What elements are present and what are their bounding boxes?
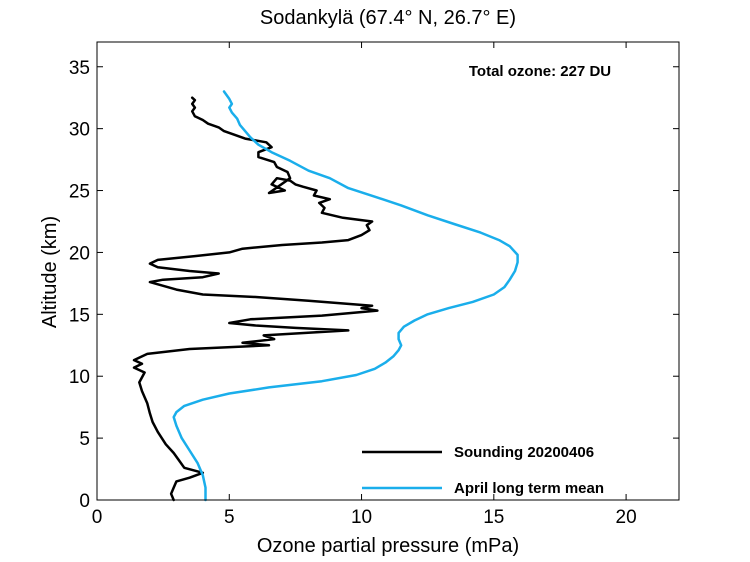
y-tick-label: 5 — [79, 429, 90, 450]
y-tick-label: 25 — [69, 182, 90, 203]
y-tick-label: 35 — [69, 58, 90, 79]
y-tick-label: 20 — [69, 243, 90, 264]
y-tick-label: 0 — [79, 491, 90, 512]
plot-area — [132, 90, 519, 502]
x-tick-label: 0 — [92, 507, 103, 528]
series-line-sounding — [132, 96, 379, 502]
legend: Sounding 20200406 April long term mean — [362, 444, 604, 497]
chart-title: Sodankylä (67.4° N, 26.7° E) — [260, 7, 516, 29]
x-tick-label: 15 — [483, 507, 504, 528]
plot-frame — [96, 41, 680, 501]
x-tick-label: 5 — [224, 507, 235, 528]
x-tick-label: 20 — [616, 507, 637, 528]
legend-label-sounding: Sounding 20200406 — [454, 444, 594, 461]
total-ozone-annotation: Total ozone: 227 DU — [469, 63, 611, 80]
x-axis-label: Ozone partial pressure (mPa) — [257, 535, 519, 557]
x-tick-label: 10 — [351, 507, 372, 528]
y-tick-label: 10 — [69, 367, 90, 388]
y-tick-label: 15 — [69, 305, 90, 326]
axes: 0 5 10 15 20 0 5 10 15 20 25 30 35 — [69, 41, 680, 528]
y-tick-label: 30 — [69, 120, 90, 141]
y-axis-label: Altitude (km) — [39, 216, 61, 328]
legend-label-april-mean: April long term mean — [454, 480, 604, 497]
series-line-april-mean — [172, 90, 519, 502]
